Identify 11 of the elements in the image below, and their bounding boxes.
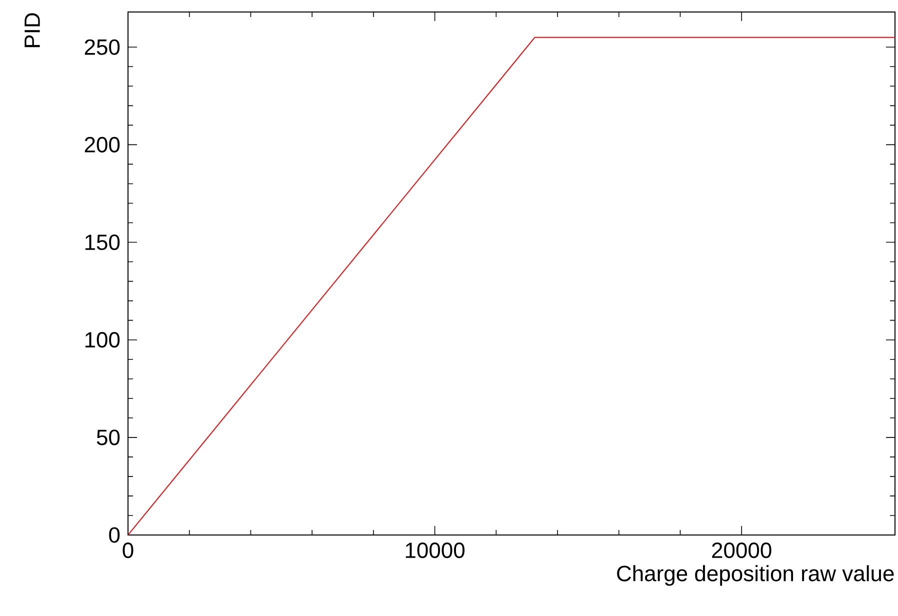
- x-axis-title: Charge deposition raw value: [617, 565, 894, 586]
- y-tick-label: 200: [84, 136, 120, 152]
- x-tick-label: 0: [122, 542, 134, 558]
- y-axis-title: PID: [24, 13, 40, 48]
- y-tick-label: 0: [109, 527, 120, 543]
- y-tick-label: 100: [85, 332, 120, 348]
- x-tick-label: 10000: [406, 542, 465, 558]
- x-tick-label: 20000: [712, 542, 772, 558]
- y-tick-label: 150: [85, 234, 120, 250]
- y-tick-label: 250: [84, 39, 120, 55]
- y-tick-label: 50: [96, 430, 120, 446]
